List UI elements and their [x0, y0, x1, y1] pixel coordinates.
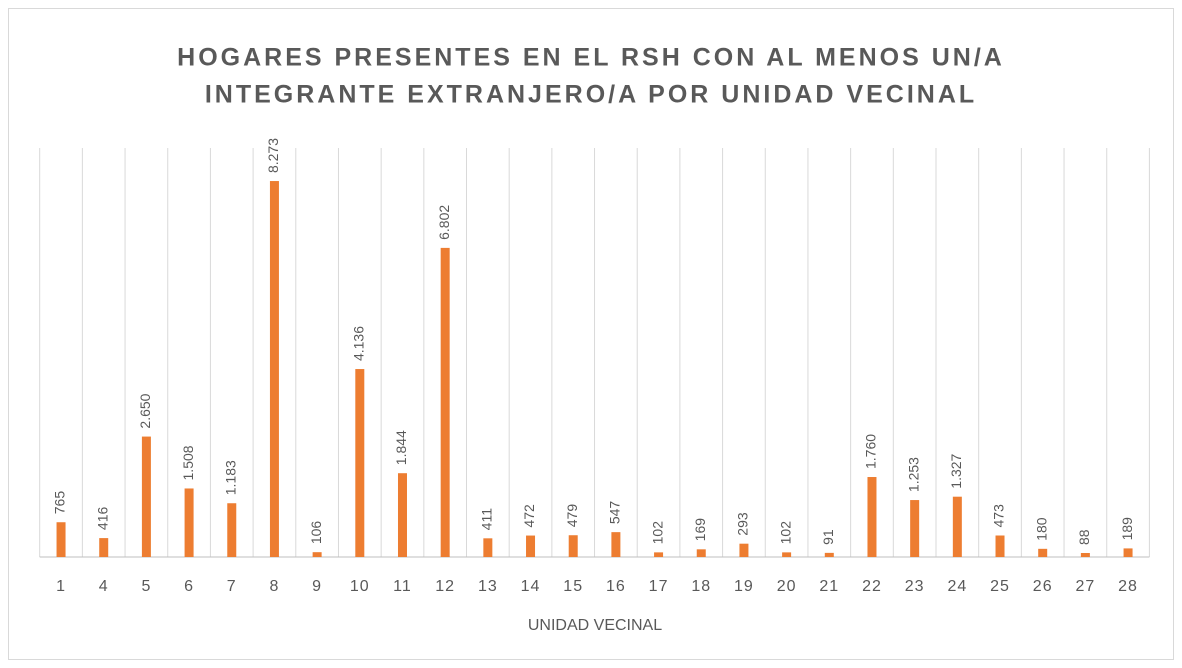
data-label: 91 — [820, 529, 836, 545]
data-label: 1.183 — [222, 460, 238, 495]
bar — [269, 181, 279, 557]
x-tick-label: 24 — [947, 578, 967, 595]
bar — [526, 535, 536, 557]
x-tick-label: 10 — [350, 578, 370, 595]
data-label: 479 — [564, 504, 580, 528]
x-tick-label: 11 — [393, 578, 412, 595]
data-label: 473 — [991, 504, 1007, 528]
data-label: 293 — [735, 512, 751, 536]
x-axis-label: UNIDAD VECINAL — [528, 617, 662, 634]
bar — [867, 477, 877, 557]
data-label: 102 — [649, 521, 665, 545]
x-tick-label: 8 — [269, 578, 279, 595]
x-tick-label: 14 — [521, 578, 541, 595]
x-tick-label: 26 — [1033, 578, 1053, 595]
x-tick-label: 17 — [649, 578, 669, 595]
x-tick-label: 4 — [99, 578, 109, 595]
data-label: 547 — [607, 501, 623, 525]
bar — [824, 552, 834, 557]
bar — [483, 538, 493, 557]
x-tick-label: 18 — [691, 578, 711, 595]
bar — [739, 543, 749, 557]
bar — [910, 500, 920, 557]
x-tick-label: 21 — [819, 578, 839, 595]
x-tick-label: 28 — [1118, 578, 1138, 595]
data-label: 411 — [479, 508, 495, 531]
data-label: 765 — [52, 491, 68, 515]
data-label: 88 — [1076, 529, 1092, 545]
data-label: 180 — [1033, 517, 1049, 541]
x-tick-label: 9 — [312, 578, 322, 595]
data-label: 2.650 — [137, 393, 153, 428]
x-tick-label: 7 — [227, 578, 237, 595]
data-label: 1.844 — [393, 430, 409, 465]
bar — [568, 535, 578, 557]
data-label: 106 — [308, 521, 324, 545]
data-label: 6.802 — [436, 205, 452, 240]
data-label: 1.327 — [948, 453, 964, 488]
x-tick-label: 6 — [184, 578, 194, 595]
data-label: 1.508 — [180, 445, 196, 480]
bar — [1080, 553, 1090, 557]
bar — [782, 552, 792, 557]
bar — [654, 552, 664, 557]
x-tick-label: 20 — [777, 578, 797, 595]
data-label: 8.273 — [265, 138, 281, 173]
x-tick-label: 16 — [606, 578, 626, 595]
bar — [141, 436, 151, 557]
chart-border — [8, 8, 1174, 660]
x-tick-label: 27 — [1075, 578, 1095, 595]
bar — [1123, 548, 1133, 557]
data-label: 102 — [777, 521, 793, 545]
bar — [440, 247, 450, 557]
bar — [227, 503, 237, 557]
data-label: 1.253 — [905, 457, 921, 492]
x-tick-label: 15 — [563, 578, 583, 595]
bar — [952, 496, 962, 557]
x-tick-label: 1 — [56, 578, 66, 595]
x-tick-label: 5 — [141, 578, 151, 595]
x-tick-label: 22 — [862, 578, 882, 595]
x-tick-label: 12 — [435, 578, 455, 595]
bar — [56, 522, 66, 557]
bar — [1038, 548, 1048, 557]
chart-title: INTEGRANTE EXTRANJERO/A POR UNIDAD VECIN… — [205, 81, 977, 109]
x-tick-label: 19 — [734, 578, 754, 595]
bar — [355, 369, 365, 557]
data-label: 169 — [692, 518, 708, 542]
chart-title: HOGARES PRESENTES EN EL RSH CON AL MENOS… — [177, 44, 1005, 72]
bar — [99, 538, 109, 557]
data-label: 4.136 — [351, 326, 367, 361]
data-label: 1.760 — [863, 434, 879, 469]
data-label: 189 — [1119, 517, 1135, 541]
bar — [312, 552, 322, 557]
bar — [397, 473, 407, 557]
data-label: 416 — [94, 507, 110, 531]
x-tick-label: 25 — [990, 578, 1010, 595]
data-label: 472 — [521, 504, 537, 528]
bar — [995, 535, 1005, 557]
x-tick-label: 13 — [478, 578, 498, 595]
bar — [696, 549, 706, 557]
bar — [611, 532, 621, 557]
x-tick-label: 23 — [905, 578, 925, 595]
bar — [184, 488, 194, 557]
